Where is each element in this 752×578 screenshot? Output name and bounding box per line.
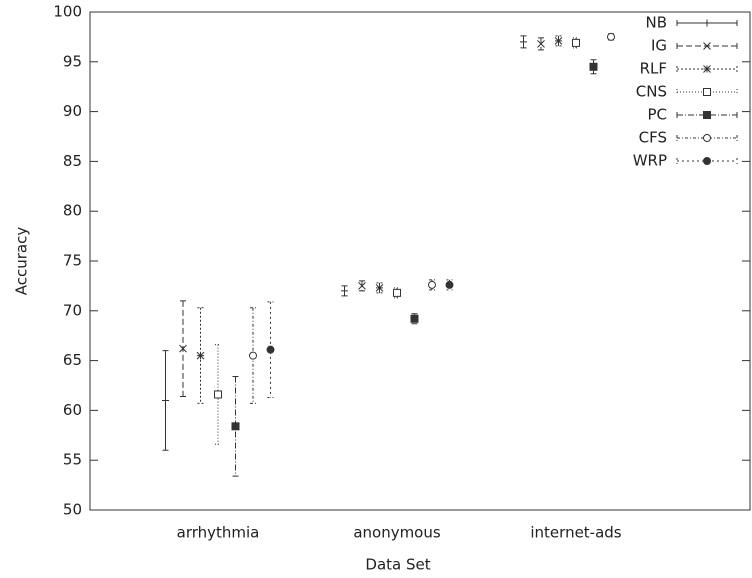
legend-marker <box>703 134 711 142</box>
y-axis-title: Accuracy <box>13 227 31 296</box>
y-tick-label: 85 <box>63 152 82 170</box>
x-tick-label: internet-ads <box>530 524 621 542</box>
marker <box>196 351 205 360</box>
legend-label: WRP <box>633 152 667 170</box>
legend-label: NB <box>645 14 667 32</box>
legend-marker <box>703 42 711 50</box>
y-tick-label: 65 <box>63 351 82 369</box>
marker <box>445 280 454 289</box>
marker <box>375 284 384 292</box>
marker <box>428 280 436 289</box>
y-tick-label: 80 <box>63 202 82 220</box>
legend-label: IG <box>651 37 667 55</box>
marker <box>537 40 545 48</box>
legend-marker <box>703 19 711 27</box>
x-axis-title: Data Set <box>365 556 430 574</box>
marker <box>589 62 598 71</box>
marker <box>520 38 527 46</box>
marker <box>410 314 419 323</box>
error-bar <box>250 307 256 404</box>
legend-label: PC <box>647 106 667 124</box>
error-bar <box>215 344 221 445</box>
marker <box>249 351 257 360</box>
legend-marker <box>703 111 711 119</box>
y-tick-label: 75 <box>63 252 82 270</box>
error-bar <box>197 307 204 404</box>
marker <box>572 38 580 47</box>
error-bar <box>394 287 400 299</box>
y-tick-label: 90 <box>63 102 82 120</box>
legend-label: CNS <box>636 83 667 101</box>
marker <box>162 396 169 404</box>
marker <box>393 288 401 297</box>
legend-label: CFS <box>639 129 667 147</box>
marker <box>554 37 563 45</box>
x-tick-label: anonymous <box>353 524 441 542</box>
marker <box>341 287 348 295</box>
error-bar <box>573 37 579 49</box>
y-tick-label: 70 <box>63 301 82 319</box>
marker <box>607 32 615 41</box>
legend-marker <box>703 88 711 96</box>
legend-label: RLF <box>640 60 667 78</box>
y-tick-label: 60 <box>63 401 82 419</box>
x-tick-label: arrhythmia <box>177 524 260 542</box>
y-tick-label: 50 <box>63 501 82 519</box>
y-tick-label: 100 <box>53 3 82 21</box>
y-tick-label: 55 <box>63 451 82 469</box>
legend-marker <box>703 65 711 73</box>
marker <box>358 282 366 290</box>
error-bar <box>590 59 597 75</box>
marker <box>266 345 275 354</box>
y-tick-label: 95 <box>63 52 82 70</box>
legend-marker <box>703 157 711 165</box>
marker <box>214 390 222 399</box>
error-bar <box>267 301 274 398</box>
marker <box>231 422 240 431</box>
marker <box>179 344 187 353</box>
